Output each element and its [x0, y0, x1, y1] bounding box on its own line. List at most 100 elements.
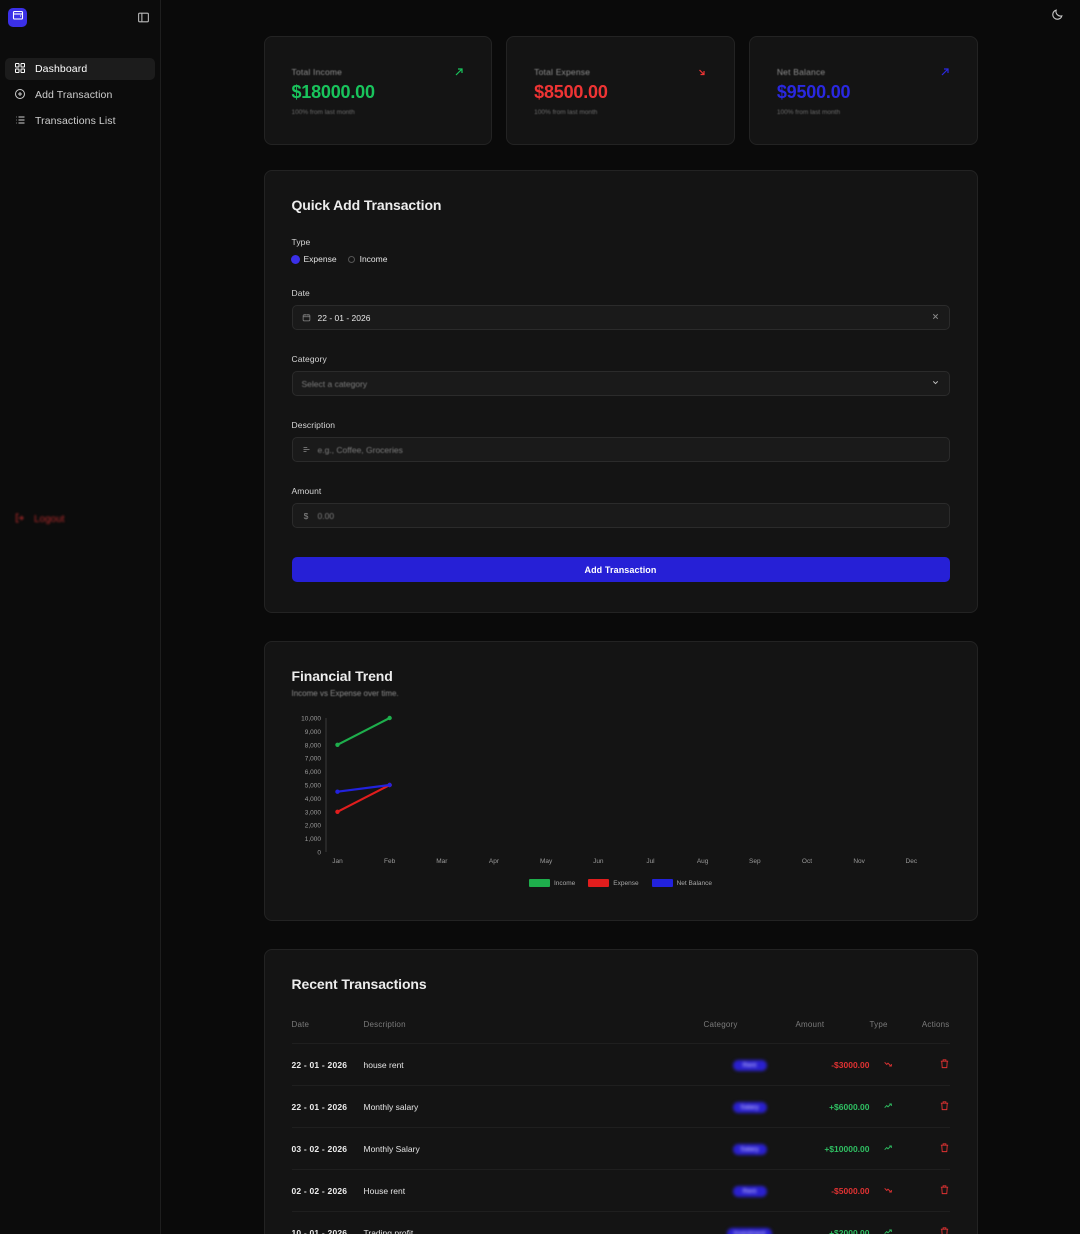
financial-trend-panel: Financial Trend Income vs Expense over t… — [263, 641, 978, 921]
cell-description: Monthly salary — [363, 1085, 704, 1128]
cell-type — [869, 1085, 906, 1128]
svg-text:3,000: 3,000 — [304, 809, 321, 816]
app-logo[interactable] — [8, 7, 27, 27]
radio-expense[interactable]: Expense — [291, 254, 337, 264]
amount-field-group: Amount $ 0.00 — [291, 486, 950, 528]
sidebar-header — [0, 0, 160, 34]
legend-swatch — [528, 879, 550, 887]
add-transaction-button[interactable]: Add Transaction — [291, 557, 950, 582]
recent-transactions-panel: Recent Transactions Date Description Cat… — [263, 949, 978, 1234]
cell-description: Monthly Salary — [363, 1127, 704, 1170]
type-radio-group: Expense Income — [291, 254, 950, 264]
trending-up-icon — [883, 1228, 893, 1234]
cell-description: Trading profit — [363, 1211, 704, 1234]
svg-text:Nov: Nov — [853, 858, 865, 865]
trash-icon[interactable] — [939, 1059, 950, 1071]
cell-actions — [905, 1085, 950, 1128]
cell-date: 02 - 02 - 2026 — [291, 1169, 364, 1212]
cell-category: Rent — [703, 1043, 796, 1086]
chart-canvas: 10,000 9,000 8,000 7,000 6,000 5,000 4,000 3,00… — [292, 714, 950, 874]
table-body: 22 - 01 - 2026 house rent Rent -$3000.00 22 … — [291, 1043, 950, 1234]
stat-card-total-income: Total Income $18000.00 100% from last mo… — [263, 36, 493, 145]
legend-swatch — [588, 879, 610, 887]
sidebar-nav: Dashboard Add Transaction Transactions L… — [0, 58, 160, 132]
stat-card-total-expense: Total Expense $8500.00 100% from last mo… — [506, 36, 735, 145]
svg-text:Oct: Oct — [801, 858, 811, 865]
trash-icon[interactable] — [939, 1227, 950, 1234]
sidebar-item-dashboard[interactable]: Dashboard — [5, 58, 155, 80]
plus-circle-icon — [14, 88, 26, 103]
sidebar-item-add-transaction[interactable]: Add Transaction — [5, 84, 155, 106]
svg-text:10,000: 10,000 — [301, 716, 321, 723]
cell-category: Rent — [703, 1169, 796, 1212]
table-row: 22 - 01 - 2026 Monthly salary Salary +$6000… — [291, 1085, 950, 1128]
date-input[interactable]: 22 - 01 - 2026 — [291, 305, 950, 330]
category-select[interactable]: Select a category — [291, 371, 950, 396]
type-label: Type — [291, 237, 311, 247]
logout-button[interactable]: Logout — [14, 512, 147, 527]
category-badge: Salary — [732, 1143, 767, 1155]
table-header: Date Description Category Amount Type Ac… — [292, 1020, 950, 1044]
stat-label: Total Expense — [534, 67, 591, 77]
currency-icon: $ — [303, 510, 309, 521]
amount-input[interactable]: $ 0.00 — [291, 503, 950, 528]
amount-placeholder: 0.00 — [317, 510, 335, 521]
trending-up-icon — [883, 1144, 893, 1155]
column-header-description: Description — [363, 1020, 406, 1029]
trending-down-icon — [883, 1187, 893, 1197]
table-row: 10 - 01 - 2026 Trading profit Investment +$… — [291, 1211, 950, 1234]
cell-actions — [905, 1043, 950, 1086]
svg-text:Jul: Jul — [646, 858, 655, 865]
sidebar-item-label: Dashboard — [35, 63, 88, 75]
stat-value: $18000.00 — [291, 82, 375, 102]
category-placeholder: Select a category — [301, 378, 368, 389]
svg-text:0: 0 — [317, 850, 321, 857]
cell-category: Salary — [703, 1127, 796, 1170]
trash-icon[interactable] — [939, 1185, 950, 1197]
radio-label: Expense — [303, 254, 337, 264]
description-placeholder: e.g., Coffee, Groceries — [317, 444, 403, 455]
svg-text:Jun: Jun — [593, 858, 604, 865]
list-icon — [14, 114, 26, 129]
svg-text:Feb: Feb — [384, 858, 396, 865]
sidebar-item-label: Transactions List — [35, 115, 116, 127]
theme-toggle-button[interactable] — [1046, 6, 1068, 28]
chart-legend: Income Expense Net Balance — [292, 879, 950, 887]
svg-text:Sep: Sep — [749, 858, 761, 865]
trash-icon[interactable] — [939, 1101, 950, 1113]
svg-text:8,000: 8,000 — [304, 742, 321, 749]
sidebar: Dashboard Add Transaction Transactions L… — [0, 0, 161, 1234]
amount-label: Amount — [291, 486, 322, 496]
svg-text:Apr: Apr — [488, 858, 499, 865]
stat-subtext: 100% from last month — [776, 109, 841, 116]
trending-down-icon — [883, 1061, 893, 1071]
stat-value: $8500.00 — [534, 82, 608, 102]
radio-dot-icon — [291, 255, 299, 263]
sidebar-footer: Logout — [0, 512, 161, 527]
cell-date: 03 - 02 - 2026 — [291, 1127, 364, 1170]
cell-amount: +$10000.00 — [795, 1127, 870, 1170]
cell-type — [869, 1169, 906, 1212]
svg-text:9,000: 9,000 — [304, 729, 321, 736]
quick-add-panel: Quick Add Transaction Type Expense Incom… — [263, 170, 978, 613]
category-field-group: Category Select a category — [291, 354, 950, 396]
close-icon[interactable] — [931, 312, 940, 323]
chart-subtitle: Income vs Expense over time. — [291, 689, 399, 698]
category-badge: Rent — [732, 1185, 767, 1197]
cell-date: 22 - 01 - 2026 — [291, 1085, 364, 1128]
svg-text:2,000: 2,000 — [304, 823, 321, 830]
cell-amount: -$3000.00 — [795, 1043, 870, 1086]
svg-text:Aug: Aug — [696, 858, 708, 865]
cell-actions — [905, 1169, 950, 1212]
description-input[interactable]: e.g., Coffee, Groceries — [291, 437, 950, 462]
category-badge: Rent — [732, 1059, 767, 1071]
cell-actions — [905, 1127, 950, 1170]
trash-icon[interactable] — [939, 1143, 950, 1155]
sidebar-toggle-icon[interactable] — [134, 8, 152, 26]
date-label: Date — [291, 288, 310, 298]
calendar-icon — [302, 313, 311, 322]
sidebar-item-transactions-list[interactable]: Transactions List — [5, 110, 155, 132]
panel-title: Quick Add Transaction — [291, 197, 442, 213]
radio-income[interactable]: Income — [347, 254, 387, 264]
svg-text:7,000: 7,000 — [304, 756, 321, 763]
